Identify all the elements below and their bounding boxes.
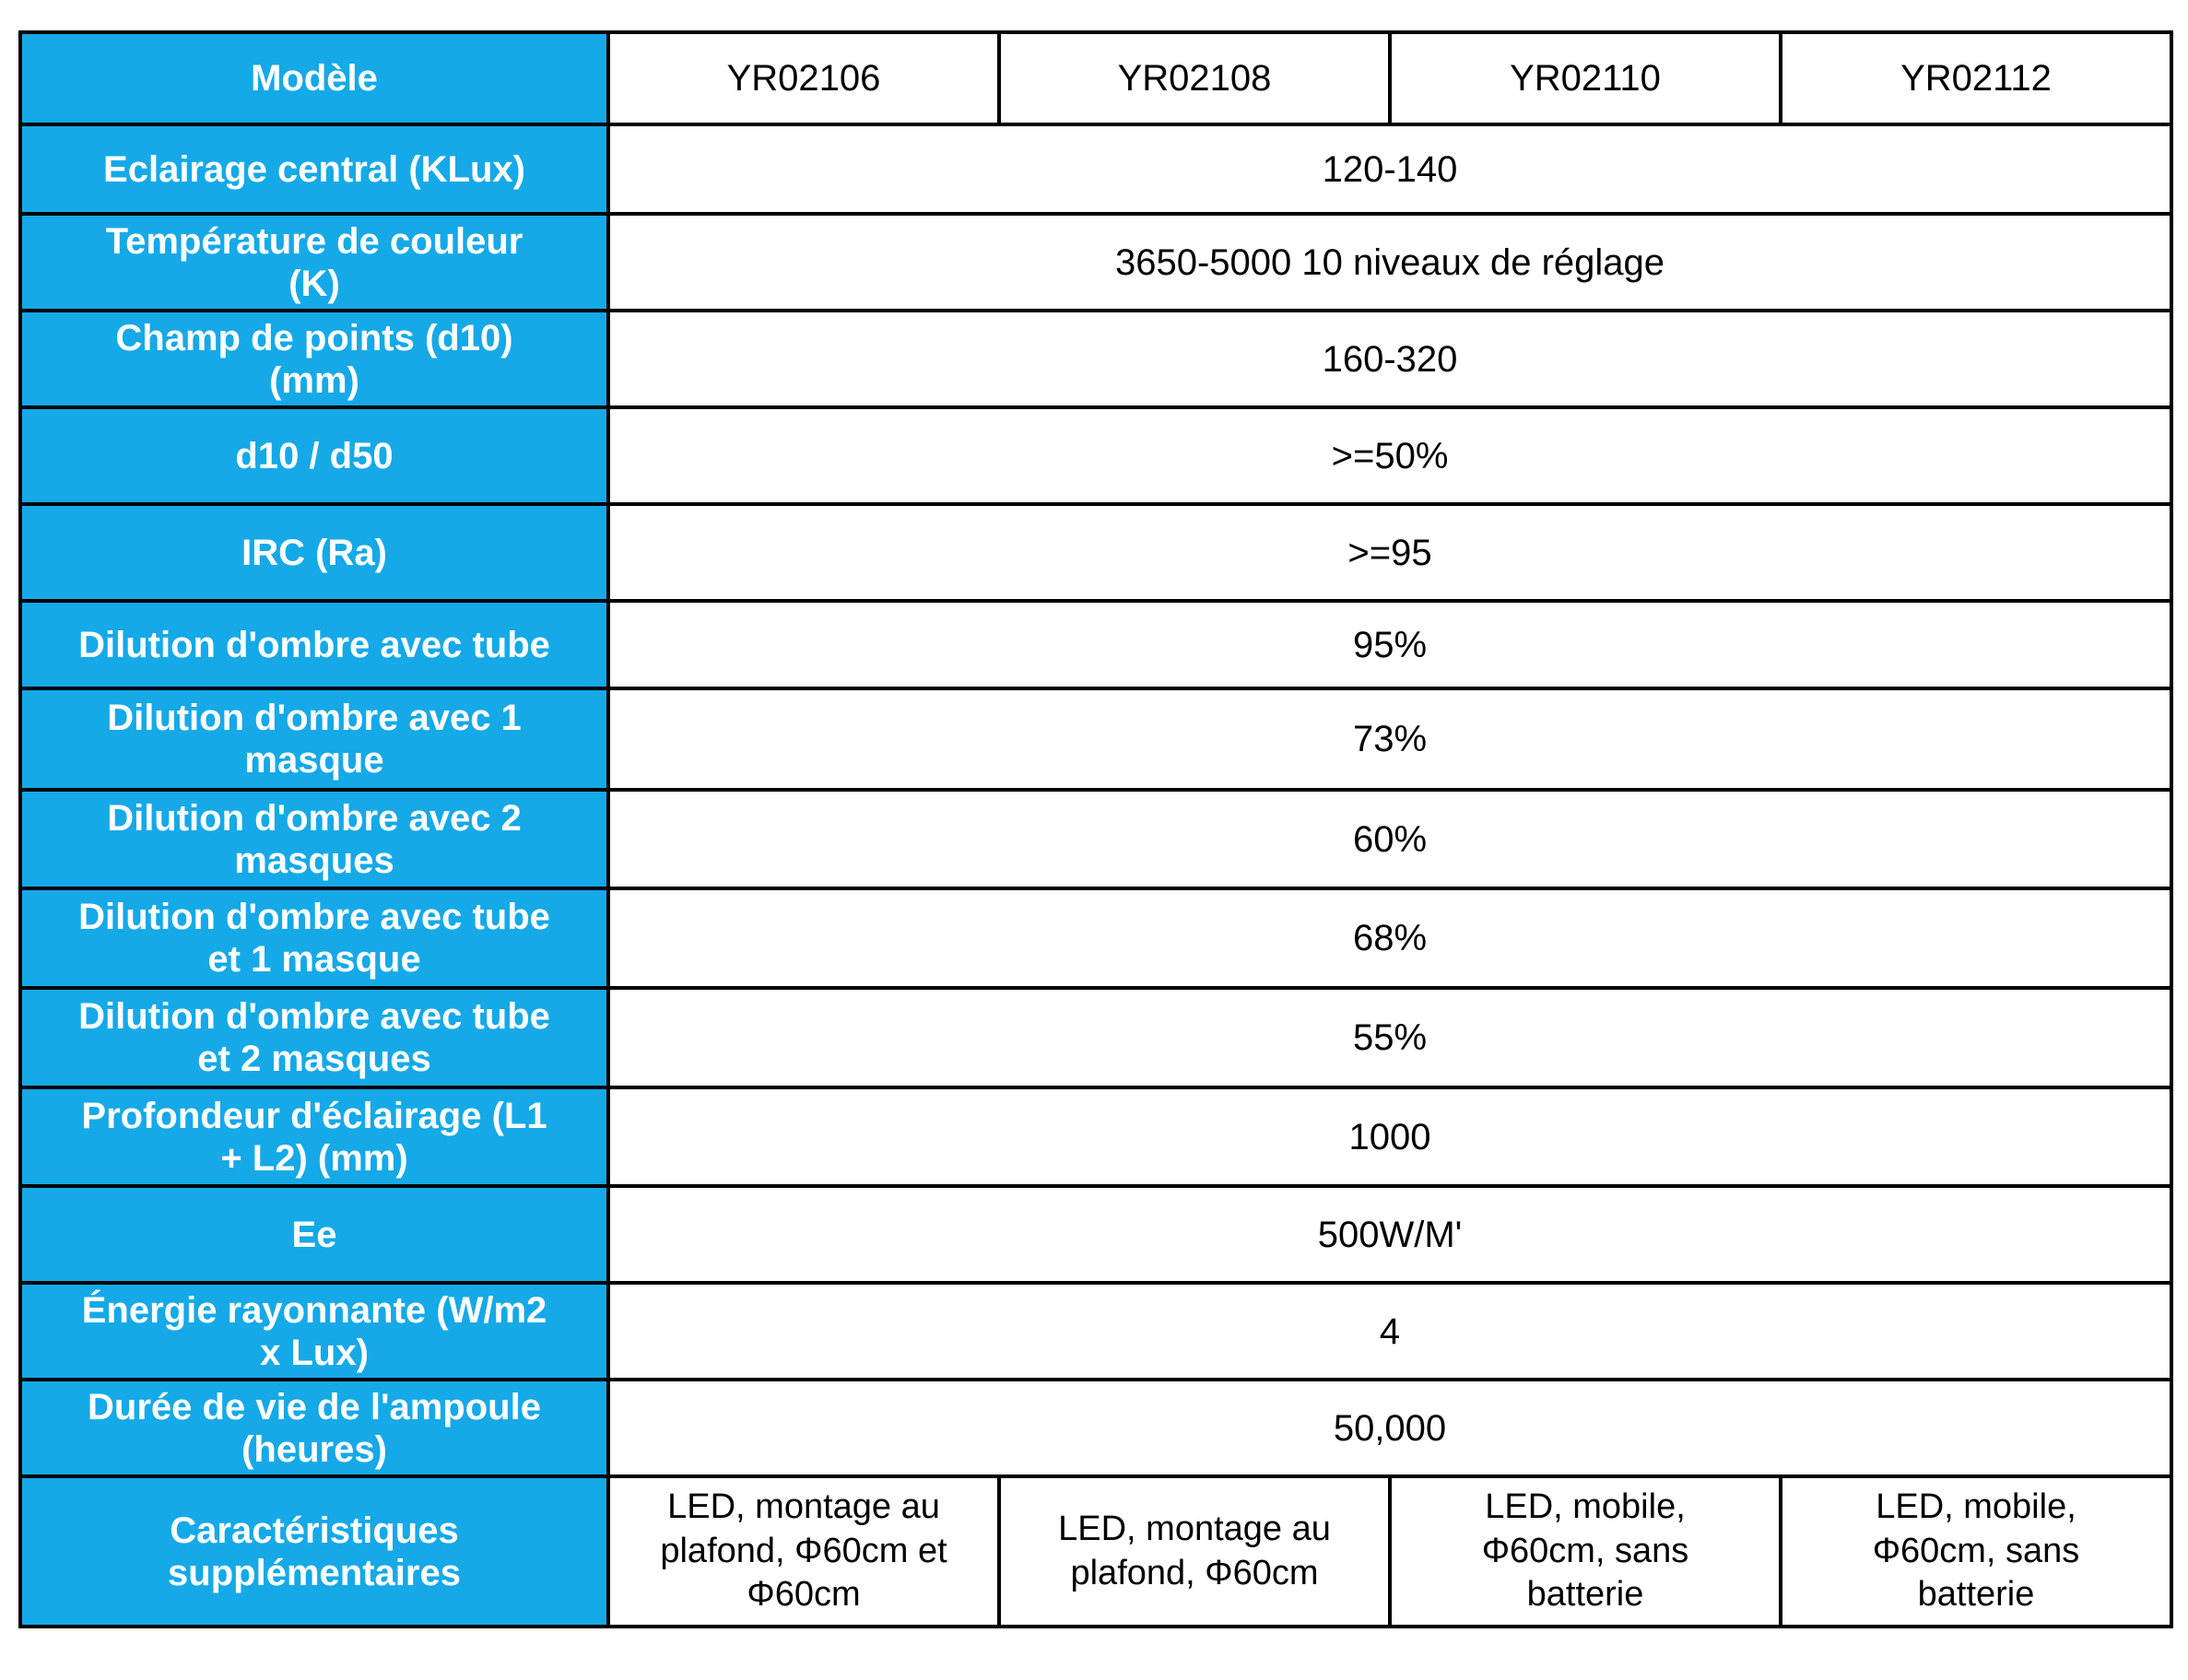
row-value-central-illumination: 120-140 — [606, 123, 2173, 216]
row-label-shadow-dilution-1-mask: Dilution d'ombre avec 1 masque — [18, 687, 610, 792]
row-label-lighting-depth: Profondeur d'éclairage (L1 + L2) (mm) — [18, 1086, 610, 1188]
model-header-3: YR02110 — [1388, 30, 1782, 126]
row-value-irc: >=95 — [606, 502, 2173, 603]
row-label-d10-d50: d10 / d50 — [18, 405, 610, 506]
row-label-color-temperature: Température de couleur (K) — [18, 212, 610, 312]
row-value-shadow-dilution-tube-2-masks: 55% — [606, 986, 2173, 1089]
table-row: Dilution d'ombre avec tube et 1 masque 6… — [18, 887, 2173, 990]
row-value-shadow-dilution-tube-1-mask: 68% — [606, 887, 2173, 990]
row-label-spot-field: Champ de points (d10) (mm) — [18, 309, 610, 409]
features-value-3: LED, mobile, Φ60cm, sans batterie — [1388, 1474, 1782, 1628]
row-label-central-illumination: Eclairage central (KLux) — [18, 123, 610, 216]
row-label-model: Modèle — [18, 30, 610, 126]
row-label-shadow-dilution-tube-2-masks: Dilution d'ombre avec tube et 2 masques — [18, 986, 610, 1089]
table-row: Dilution d'ombre avec 1 masque 73% — [18, 687, 2173, 792]
table-row: Durée de vie de l'ampoule (heures) 50,00… — [18, 1378, 2173, 1478]
row-label-radiant-energy: Énergie rayonnante (W/m2 x Lux) — [18, 1281, 610, 1381]
row-label-ee: Ee — [18, 1184, 610, 1285]
table-row: IRC (Ra) >=95 — [18, 502, 2173, 603]
row-label-additional-features: Caractéristiques supplémentaires — [18, 1474, 610, 1628]
row-value-shadow-dilution-tube: 95% — [606, 599, 2173, 690]
row-value-d10-d50: >=50% — [606, 405, 2173, 506]
table-row: Dilution d'ombre avec tube et 2 masques … — [18, 986, 2173, 1089]
row-label-bulb-lifetime: Durée de vie de l'ampoule (heures) — [18, 1378, 610, 1478]
table-row: Champ de points (d10) (mm) 160-320 — [18, 309, 2173, 409]
table-row: Dilution d'ombre avec tube 95% — [18, 599, 2173, 690]
row-label-irc: IRC (Ra) — [18, 502, 610, 603]
features-value-4: LED, mobile, Φ60cm, sans batterie — [1779, 1474, 2173, 1628]
row-value-spot-field: 160-320 — [606, 309, 2173, 409]
table-row: Ee 500W/M' — [18, 1184, 2173, 1285]
table-row: Dilution d'ombre avec 2 masques 60% — [18, 788, 2173, 890]
features-value-2: LED, montage au plafond, Φ60cm — [997, 1474, 1392, 1628]
row-value-radiant-energy: 4 — [606, 1281, 2173, 1381]
table-row-features: Caractéristiques supplémentaires LED, mo… — [18, 1474, 2173, 1628]
features-value-1: LED, montage au plafond, Φ60cm et Φ60cm — [606, 1474, 1001, 1628]
row-value-shadow-dilution-1-mask: 73% — [606, 687, 2173, 792]
table-row: d10 / d50 >=50% — [18, 405, 2173, 506]
model-header-1: YR02106 — [606, 30, 1001, 126]
table-row: Profondeur d'éclairage (L1 + L2) (mm) 10… — [18, 1086, 2173, 1188]
table-row: Énergie rayonnante (W/m2 x Lux) 4 — [18, 1281, 2173, 1381]
row-label-shadow-dilution-tube: Dilution d'ombre avec tube — [18, 599, 610, 690]
model-header-4: YR02112 — [1779, 30, 2173, 126]
row-label-shadow-dilution-2-masks: Dilution d'ombre avec 2 masques — [18, 788, 610, 890]
row-value-shadow-dilution-2-masks: 60% — [606, 788, 2173, 890]
row-value-color-temperature: 3650-5000 10 niveaux de réglage — [606, 212, 2173, 312]
model-header-2: YR02108 — [997, 30, 1392, 126]
product-spec-table: Modèle YR02106 YR02108 YR02110 YR02112 E… — [18, 30, 2173, 1628]
table-row-header: Modèle YR02106 YR02108 YR02110 YR02112 — [18, 30, 2173, 126]
table-row: Température de couleur (K) 3650-5000 10 … — [18, 212, 2173, 312]
row-value-lighting-depth: 1000 — [606, 1086, 2173, 1188]
table-row: Eclairage central (KLux) 120-140 — [18, 123, 2173, 216]
row-label-shadow-dilution-tube-1-mask: Dilution d'ombre avec tube et 1 masque — [18, 887, 610, 990]
row-value-bulb-lifetime: 50,000 — [606, 1378, 2173, 1478]
row-value-ee: 500W/M' — [606, 1184, 2173, 1285]
